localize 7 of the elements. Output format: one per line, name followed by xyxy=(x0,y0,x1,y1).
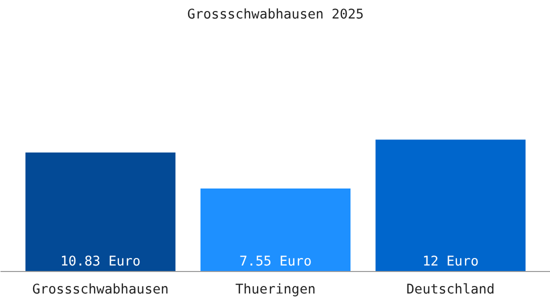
data-label: 12 Euro xyxy=(422,254,479,270)
data-label: 10.83 Euro xyxy=(60,254,141,270)
x-tick-label: Grossschwabhausen xyxy=(32,282,169,298)
chart-title: Grossschwabhausen 2025 xyxy=(187,8,364,22)
data-label: 7.55 Euro xyxy=(239,254,312,270)
x-tick-label: Deutschland xyxy=(406,282,495,298)
x-tick-label: Thueringen xyxy=(235,282,316,298)
